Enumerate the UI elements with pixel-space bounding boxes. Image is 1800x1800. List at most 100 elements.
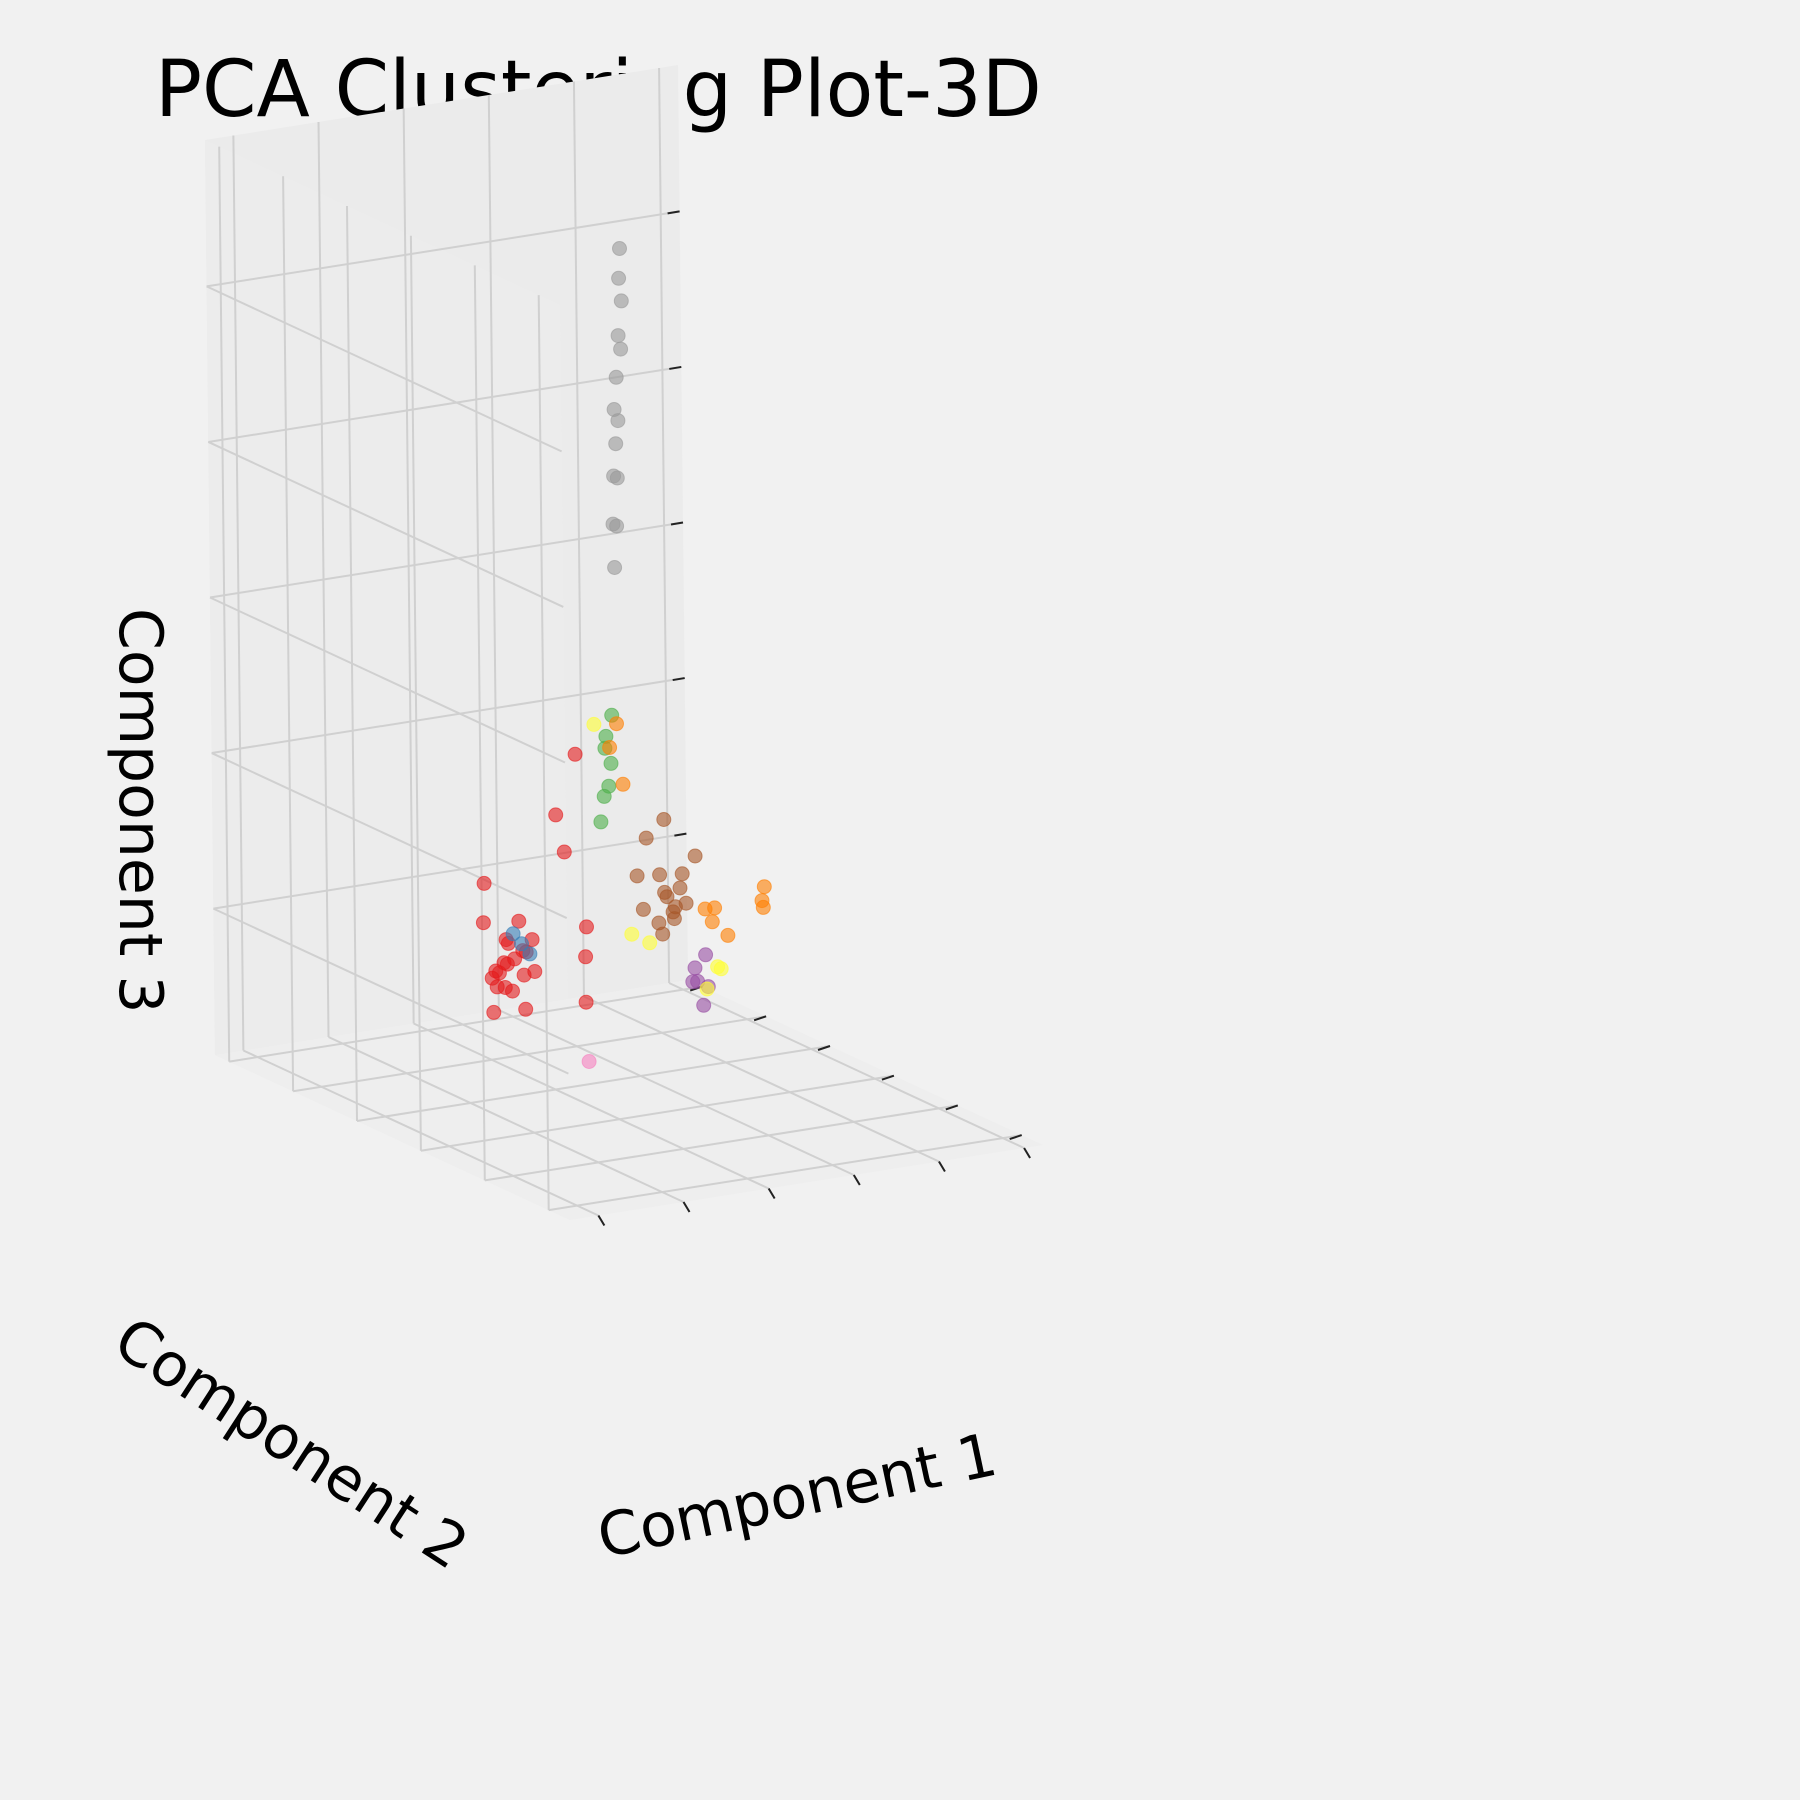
z-tick [667,210,680,215]
scatter-point [581,1054,597,1069]
y-gridline-floor [229,985,703,1063]
scatter-point [615,776,631,792]
x-gridline-floor [328,1036,684,1203]
z-gridline-back [213,832,687,910]
scatter-point [674,866,690,882]
scatter-point [613,293,629,309]
scatter-point [696,997,712,1013]
scatter-point [687,848,703,864]
z-tick [669,365,682,370]
tick-marks [597,210,1031,1227]
scatter-point [609,470,625,486]
z-gridline-side [207,441,564,608]
scatter-point [596,788,612,804]
scatter-point [699,981,715,997]
data-points [475,241,772,1069]
floor-pane [215,980,1043,1220]
scatter-point [608,436,624,452]
scatter-point [713,961,729,977]
scatter-point [612,241,627,256]
scatter-point [578,949,594,965]
x-tick [767,1187,776,1200]
scatter-point [514,936,529,952]
x-tick [597,1214,606,1227]
x-gridline-floor [583,995,940,1163]
scatter-point [527,964,543,979]
scatter-point [698,947,714,963]
scatter-point [489,979,505,995]
scatter-point [635,901,651,917]
scatter-point [476,875,492,891]
scatter-point [642,935,658,951]
z-gridline-side [206,285,563,453]
scatter-point [602,740,618,755]
y-gridline-floor [292,1015,767,1093]
scatter-point [685,974,701,990]
scatter-point [672,880,688,896]
z-tick [670,521,684,526]
scatter-point [613,341,629,357]
scatter-point [579,919,594,935]
z-tick [672,677,685,682]
scatter-point [651,915,667,931]
axis-panes [205,65,1043,1220]
scatter-point [687,960,703,976]
scatter-point [755,899,771,915]
scatter-point [638,830,654,846]
scatter-point [518,1001,534,1017]
scatter-point [652,867,668,883]
y-tick [945,1104,959,1111]
scatter-point [707,900,723,916]
y-axis-label: Component 2 [102,1304,480,1584]
x-axis-label: Component 1 [592,1420,1003,1573]
x-tick [938,1160,946,1173]
scatter-point [609,716,624,732]
y-tick [753,1015,767,1022]
scatter-point [603,755,619,771]
scatter-point [678,895,694,911]
scatter-point [611,270,627,286]
y-gridline-floor [420,1074,895,1152]
z-gridline-back [211,677,685,755]
x-tick [1023,1147,1031,1159]
scatter-point [593,814,609,830]
scatter-point [475,915,491,931]
scatter-point [609,518,625,534]
scatter-point [610,413,626,429]
scatter-point [486,1004,502,1020]
z-gridline-side [211,752,568,919]
y-gridline-floor [356,1045,831,1122]
x-gridline-floor [413,1022,770,1190]
scatter-point [505,983,520,999]
scatter-point [505,926,521,942]
z-gridline-back [208,365,682,443]
z-gridline-back [206,210,680,288]
scatter-point [610,328,626,344]
y-gridline-floor [548,1134,1022,1212]
gridlines [206,67,1025,1217]
scatter-point [586,716,602,732]
y-gridline-floor [484,1104,958,1182]
scatter-point [720,927,736,943]
scatter-point [522,946,538,962]
z-gridline-back [209,521,684,599]
scatter-point [556,844,572,860]
scatter-point [657,884,673,900]
x-gridline-floor [668,982,1025,1149]
scatter-point [607,560,623,575]
scatter-point [491,965,507,981]
scatter-point [656,812,672,827]
y-tick [881,1074,895,1081]
y-tick [817,1045,831,1051]
z-axis-label: Component 3 [105,608,175,1014]
scatter-point [704,914,720,930]
z-gridline-side [212,907,569,1075]
scatter-point [756,879,772,895]
y-tick [1009,1134,1023,1141]
scatter-point [608,369,624,385]
x-tick [682,1201,691,1213]
z-gridline-side [209,596,566,764]
x-gridline-floor [498,1009,855,1176]
scatter-point [578,994,594,1010]
